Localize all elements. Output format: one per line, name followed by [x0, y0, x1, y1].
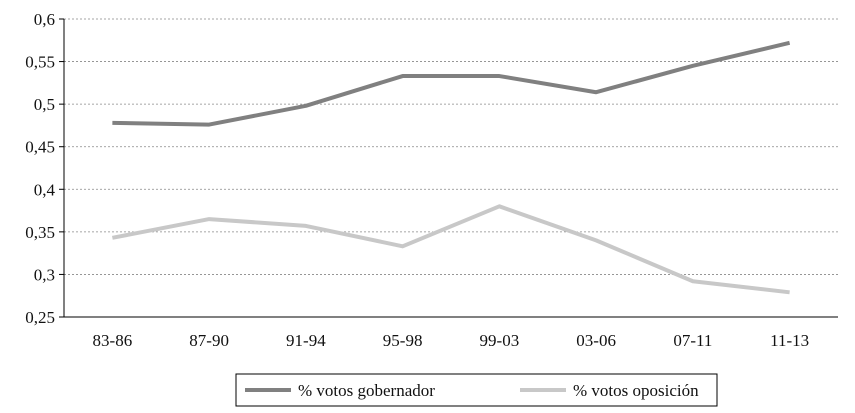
y-tick-label: 0,55	[25, 53, 55, 72]
legend-label: % votos oposición	[573, 381, 699, 400]
legend-label: % votos gobernador	[298, 381, 435, 400]
y-tick-label: 0,35	[25, 223, 55, 242]
y-tick-label: 0,5	[34, 95, 55, 114]
x-tick-label: 99-03	[480, 331, 520, 350]
x-tick-label: 91-94	[286, 331, 326, 350]
series-line	[112, 40, 791, 127]
x-tick-label: 95-98	[383, 331, 423, 350]
series-line	[111, 204, 790, 295]
y-tick-label: 0,25	[25, 308, 55, 327]
y-tick-label: 0,4	[34, 180, 56, 199]
x-tick-label: 83-86	[93, 331, 133, 350]
x-tick-label: 03-06	[576, 331, 616, 350]
y-tick-label: 0,45	[25, 138, 55, 157]
x-tick-label: 11-13	[770, 331, 809, 350]
y-tick-label: 0,3	[34, 265, 55, 284]
legend-box	[235, 373, 718, 407]
x-tick-label: 07-11	[673, 331, 712, 350]
y-tick-label: 0,6	[34, 10, 55, 29]
x-tick-label: 87-90	[189, 331, 229, 350]
